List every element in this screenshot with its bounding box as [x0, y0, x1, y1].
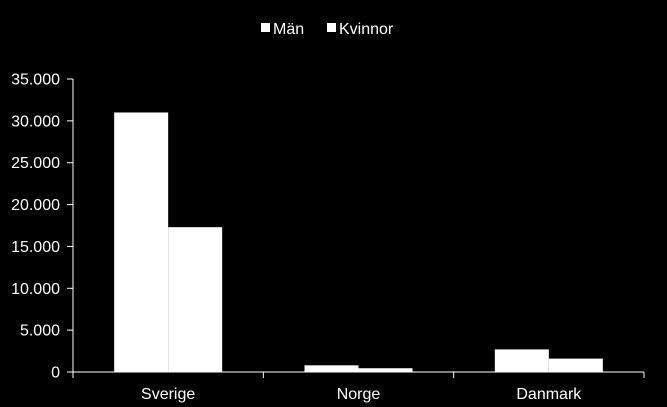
legend-swatch — [261, 23, 270, 32]
y-tick-label: 25.000 — [11, 155, 60, 172]
x-category-label: Danmark — [516, 386, 582, 403]
legend-label: Kvinnor — [339, 21, 394, 38]
legend-label: Män — [273, 21, 304, 38]
bar-danmark-kvinnor — [548, 358, 603, 372]
bar-sverige-man — [114, 112, 169, 372]
y-tick-label: 0 — [51, 365, 60, 382]
bar-danmark-man — [494, 349, 549, 372]
x-category-label: Norge — [337, 386, 381, 403]
y-axis: 0 5.000 10.000 15.000 20.000 25.000 30.000 35.0… — [11, 72, 74, 382]
y-tick-label: 10.000 — [11, 281, 60, 298]
bar-sverige-kvinnor — [168, 227, 223, 372]
x-axis: Sverige Norge Danmark — [72, 371, 645, 403]
bar-norge-kvinnor — [358, 368, 413, 372]
legend: Män Kvinnor — [261, 21, 394, 38]
y-tick-label: 15.000 — [11, 239, 60, 256]
y-tick-label: 35.000 — [11, 72, 60, 89]
legend-swatch — [327, 23, 336, 32]
bar-norge-man — [304, 365, 359, 372]
y-tick-label: 5.000 — [20, 323, 60, 340]
bars — [114, 112, 603, 372]
x-category-label: Sverige — [141, 386, 195, 403]
y-tick-label: 20.000 — [11, 197, 60, 214]
y-tick-label: 30.000 — [11, 113, 60, 130]
